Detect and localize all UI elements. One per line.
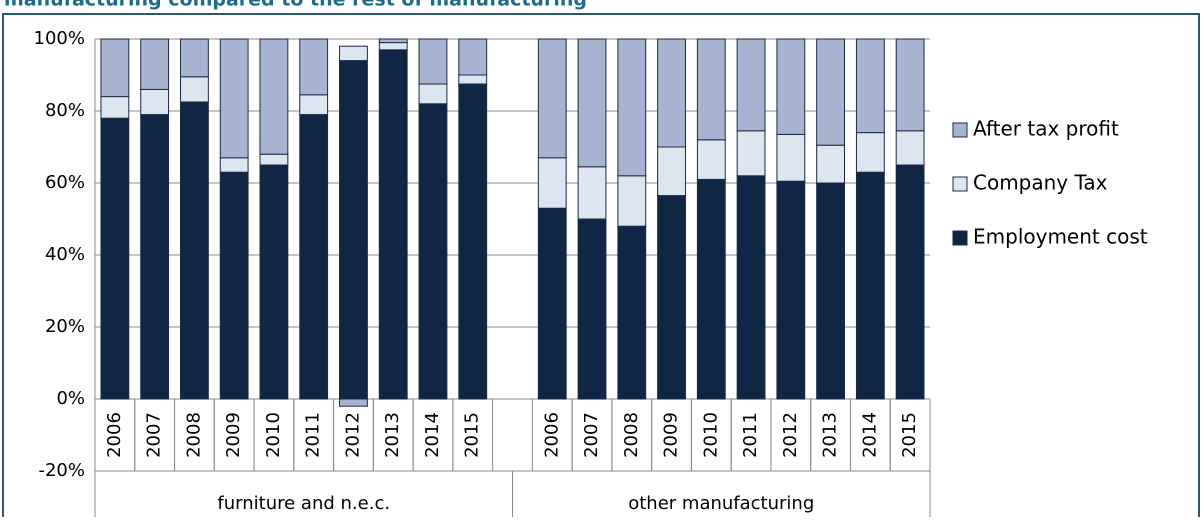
bar-segment <box>418 103 448 400</box>
bar-segment <box>617 175 647 227</box>
legend-label: Employment cost <box>973 225 1148 249</box>
x-tick-label: 2006 <box>104 412 125 458</box>
bar-segment <box>816 144 846 184</box>
y-tick-label: -20% <box>38 460 85 481</box>
bar-segment <box>537 207 567 400</box>
x-tick-label: 2009 <box>661 412 682 458</box>
bar-segment <box>299 38 329 96</box>
bar-segment <box>696 178 726 400</box>
bar-segment <box>617 225 647 400</box>
y-tick-label: 0% <box>56 388 85 409</box>
x-tick-label: 2011 <box>303 412 324 458</box>
bar-segment <box>736 175 766 400</box>
x-tick-label: 2012 <box>342 412 363 458</box>
bar-segment <box>418 83 448 105</box>
legend-swatch <box>952 230 968 246</box>
x-tick-label: 2014 <box>422 412 443 458</box>
bar-segment <box>895 164 925 400</box>
bar-segment <box>657 38 686 148</box>
bar-segment <box>100 38 130 98</box>
y-tick-label: 80% <box>45 100 85 121</box>
bar-segment <box>378 42 408 51</box>
x-tick-label: 2010 <box>700 412 721 458</box>
x-tick-label: 2008 <box>621 412 642 458</box>
bar-segment <box>537 157 567 209</box>
y-tick-label: 20% <box>45 316 85 337</box>
x-tick-label: 2008 <box>183 412 204 458</box>
bar-segment <box>179 38 209 78</box>
legend-swatch <box>952 176 968 192</box>
bar-segment <box>895 130 925 166</box>
bar-segment <box>259 153 289 166</box>
x-tick-label: 2010 <box>263 412 284 458</box>
x-tick-label: 2007 <box>144 412 165 458</box>
bar-segment <box>696 38 726 141</box>
bar-segment <box>219 171 249 400</box>
bar-segment <box>617 38 647 177</box>
bar-segment <box>776 38 806 135</box>
bar-segment <box>816 182 846 400</box>
bar-segment <box>816 38 846 146</box>
bar-segment <box>855 171 885 400</box>
bar-segment <box>378 49 408 400</box>
bar-segment <box>577 166 607 220</box>
bar-segment <box>776 133 806 182</box>
bar-segment <box>577 218 607 400</box>
bar-segment <box>179 101 209 400</box>
x-tick-label: 2007 <box>581 412 602 458</box>
bar-segment <box>458 74 488 85</box>
x-tick-label: 2011 <box>740 412 761 458</box>
bar-segment <box>179 76 209 103</box>
x-tick-label: 2009 <box>223 412 244 458</box>
y-tick-label: 40% <box>45 244 85 265</box>
bar-segment <box>219 38 249 159</box>
legend-label: After tax profit <box>973 117 1119 141</box>
bar-segment <box>537 38 567 159</box>
group-label: furniture and n.e.c. <box>217 493 390 514</box>
legend-swatch <box>952 122 968 138</box>
bar-segment <box>696 139 726 180</box>
bar-segment <box>736 130 766 177</box>
bar-segment <box>259 38 289 155</box>
bar-segment <box>299 114 329 400</box>
bar-segment <box>895 38 925 132</box>
bar-segment <box>378 38 408 44</box>
bar-segment <box>140 114 170 400</box>
bar-segment <box>140 38 170 90</box>
chart-title: manufacturing compared to the rest of ma… <box>4 0 587 11</box>
bar-segment <box>339 60 368 400</box>
x-tick-label: 2015 <box>462 412 483 458</box>
bar-segment <box>776 180 806 400</box>
bar-segment <box>458 83 488 400</box>
legend-label: Company Tax <box>973 171 1108 195</box>
x-tick-label: 2012 <box>780 412 801 458</box>
bar-segment <box>736 38 766 132</box>
bar-segment <box>855 38 885 134</box>
bar-segment <box>339 398 368 407</box>
bar-segment <box>657 195 686 400</box>
bar-segment <box>140 88 170 116</box>
bar-segment <box>855 132 885 173</box>
x-tick-label: 2013 <box>820 412 841 458</box>
y-tick-label: 60% <box>45 172 85 193</box>
frame <box>2 13 1200 517</box>
bar-segment <box>259 164 289 400</box>
bar-segment <box>418 38 448 85</box>
y-tick-label: 100% <box>34 28 85 49</box>
bar-segment <box>577 38 607 168</box>
bar-segment <box>458 38 488 76</box>
group-label: other manufacturing <box>628 493 814 514</box>
bar-segment <box>100 96 130 119</box>
x-tick-label: 2014 <box>859 412 880 458</box>
x-tick-label: 2013 <box>382 412 403 458</box>
bar-segment <box>299 94 329 116</box>
x-tick-label: 2006 <box>541 412 562 458</box>
x-tick-label: 2015 <box>899 412 920 458</box>
bar-segment <box>219 157 249 173</box>
bar-segment <box>339 45 368 62</box>
bar-segment <box>657 146 686 197</box>
bar-segment <box>100 117 130 400</box>
